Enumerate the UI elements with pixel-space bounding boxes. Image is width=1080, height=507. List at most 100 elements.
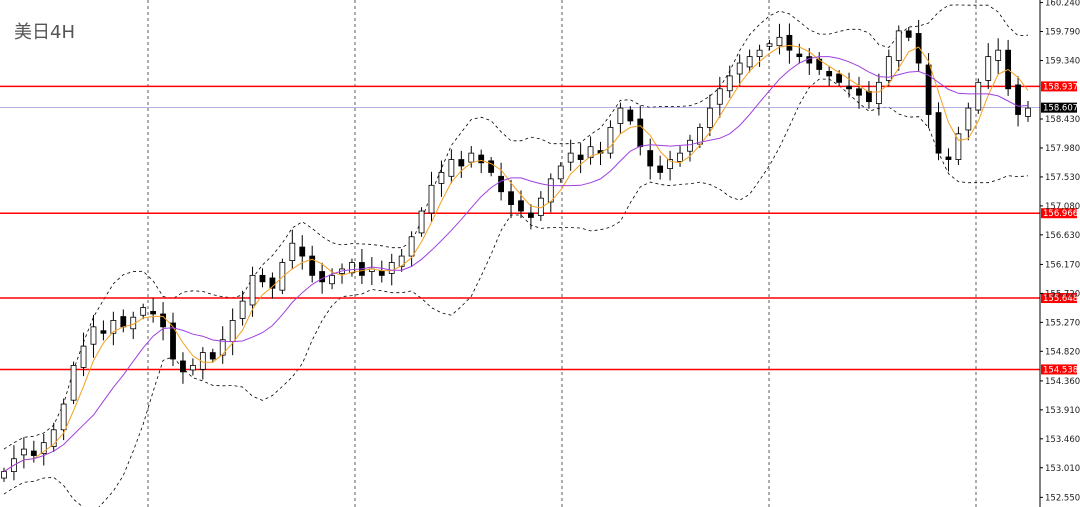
candle[interactable] [120,309,127,333]
candle[interactable] [150,297,157,323]
candle[interactable] [895,25,902,71]
candle[interactable] [995,38,1002,74]
candle[interactable] [60,398,67,441]
candle[interactable] [299,235,306,270]
candle[interactable] [915,19,922,72]
candle[interactable] [816,52,823,75]
candle[interactable] [70,361,77,405]
candle[interactable] [398,248,405,272]
candle[interactable] [259,268,266,288]
candle[interactable] [935,102,942,161]
level-tag-label: 158.937 [1043,82,1078,92]
candle[interactable] [100,320,107,341]
candle[interactable] [140,303,147,320]
candle[interactable] [1025,101,1031,122]
candle[interactable] [577,143,584,174]
candle[interactable] [826,65,833,87]
candle[interactable] [607,120,614,159]
candle[interactable] [766,39,773,51]
candle[interactable] [180,352,186,384]
candle[interactable] [438,160,445,197]
candle[interactable] [458,150,465,178]
candle[interactable] [209,348,216,363]
candle[interactable] [786,23,793,64]
candle[interactable] [349,258,355,277]
candle[interactable] [955,126,962,166]
candle[interactable] [189,358,196,376]
candle[interactable] [905,27,912,42]
candle[interactable] [359,248,365,285]
candle[interactable] [20,437,27,469]
candle[interactable] [279,258,286,295]
candle[interactable] [40,433,47,466]
candle[interactable] [866,81,872,109]
candle[interactable] [309,245,316,283]
candle[interactable] [1,467,7,482]
candle[interactable] [756,44,763,67]
candle[interactable] [627,106,634,125]
candle[interactable] [687,134,693,162]
candle[interactable] [378,260,385,283]
candle[interactable] [448,149,455,184]
candle[interactable] [239,290,246,326]
candle[interactable] [647,138,654,180]
candle[interactable] [368,257,375,286]
fast-ma-line [3,44,1029,473]
candle[interactable] [736,54,743,86]
candle[interactable] [567,139,574,171]
candle[interactable] [726,65,733,98]
candle[interactable] [657,155,664,180]
candle[interactable] [697,123,703,148]
candle[interactable] [776,23,783,55]
candle[interactable] [587,136,594,165]
candle[interactable] [965,102,972,141]
candle[interactable] [289,229,296,270]
candle[interactable] [667,150,673,181]
candle[interactable] [199,347,206,380]
candle[interactable] [1015,76,1021,127]
candle[interactable] [130,311,137,340]
candle[interactable] [856,76,862,109]
candle[interactable] [508,179,514,219]
candle[interactable] [975,78,982,114]
candle[interactable] [677,146,683,167]
candle[interactable] [110,311,117,346]
candle[interactable] [219,326,226,364]
candle[interactable] [170,312,176,367]
candle[interactable] [617,102,624,134]
candle[interactable] [329,268,335,290]
candle[interactable] [478,149,485,174]
candle[interactable] [80,332,87,377]
candle[interactable] [547,173,554,213]
candle[interactable] [885,49,892,86]
candle[interactable] [637,105,644,156]
candle[interactable] [716,76,723,118]
candle[interactable] [746,49,753,73]
candle[interactable] [388,253,395,286]
candle[interactable] [846,72,852,98]
candle[interactable] [706,94,713,137]
candle[interactable] [875,73,882,116]
candle[interactable] [488,156,495,177]
candle[interactable] [11,445,17,481]
candle[interactable] [90,314,97,358]
candle[interactable] [1005,39,1012,96]
candle[interactable] [468,146,475,168]
candle[interactable] [269,272,276,299]
candle[interactable] [229,308,236,356]
candle[interactable] [945,148,952,172]
candle[interactable] [160,302,166,341]
bands-layer [3,4,1029,507]
candle[interactable] [528,204,534,230]
candle[interactable] [50,422,57,452]
candle[interactable] [925,53,932,129]
candle[interactable] [985,43,992,90]
candle[interactable] [418,207,425,237]
y-tick-label: 157.980 [1045,144,1080,154]
candle[interactable] [557,162,564,183]
candle[interactable] [537,191,544,222]
candle[interactable] [428,171,435,222]
candle[interactable] [339,263,345,284]
candle[interactable] [408,231,415,267]
